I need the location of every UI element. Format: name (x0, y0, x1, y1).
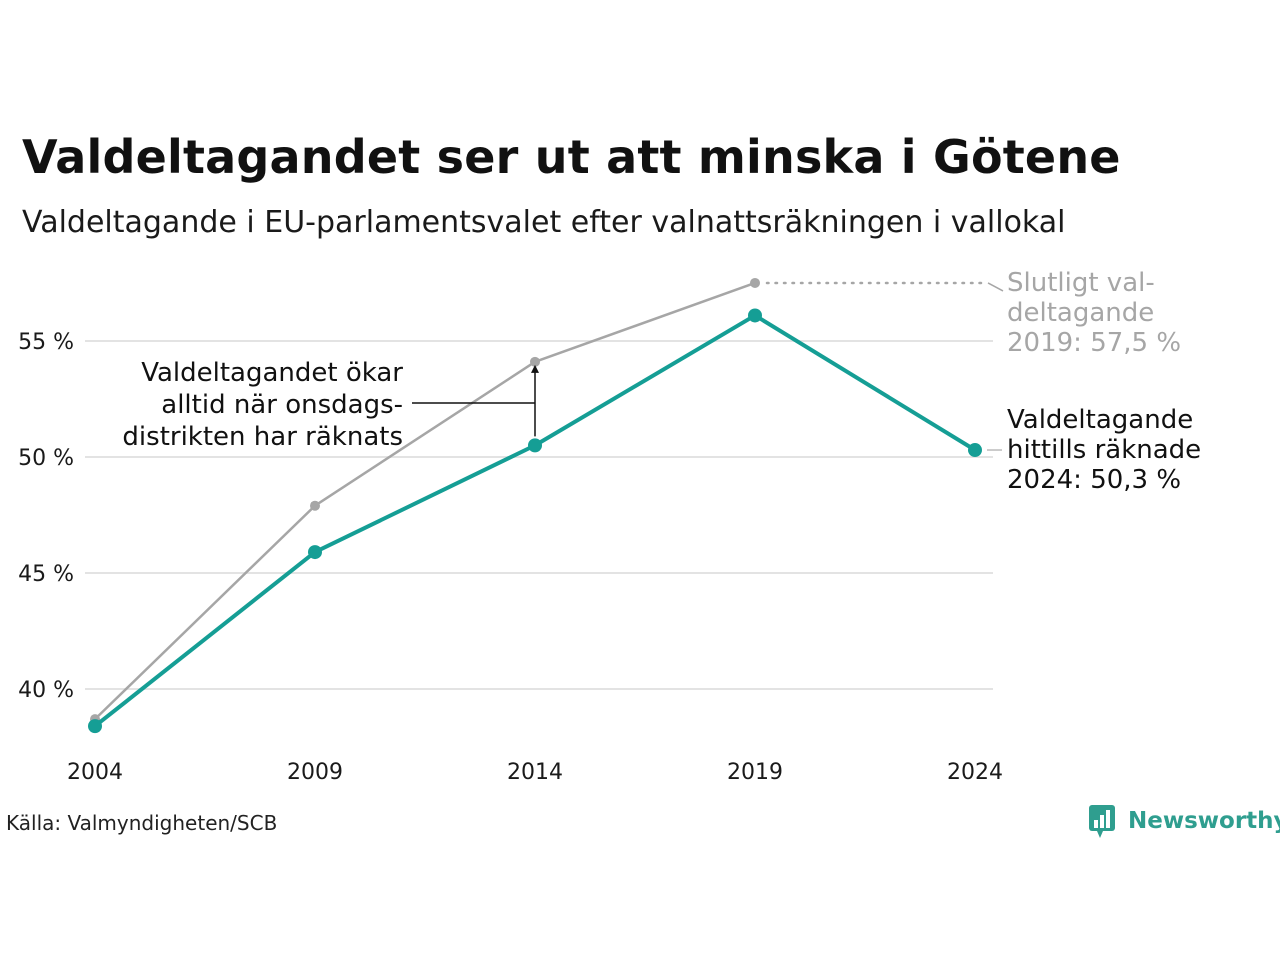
note-label: Valdeltagandet ökar (141, 358, 403, 388)
y-tick-label: 40 % (18, 678, 74, 703)
x-tick-label: 2009 (287, 760, 343, 785)
x-tick-label: 2024 (947, 760, 1003, 785)
source-note: Källa: Valmyndigheten/SCB (6, 811, 278, 835)
final-turnout-label: deltagande (1007, 298, 1154, 328)
note-label: alltid när onsdags- (161, 390, 403, 420)
final-label-connector (987, 282, 1004, 292)
election-night-point (748, 308, 762, 323)
newsworthy-logo: Newsworthy (1088, 803, 1280, 839)
x-tick-label: 2014 (507, 760, 563, 785)
election-night-point (528, 438, 542, 453)
newsworthy-logo-icon (1089, 805, 1115, 838)
election-night-point (968, 443, 982, 458)
final-turnout-point (530, 356, 540, 367)
final-turnout-label: Slutligt val- (1007, 268, 1155, 298)
y-tick-label: 50 % (18, 446, 74, 471)
final-turnout-point (310, 500, 320, 511)
chart-subtitle: Valdeltagande i EU-parlamentsvalet efter… (22, 205, 1066, 240)
election-night-point (88, 719, 102, 734)
chart-title: Valdeltagandet ser ut att minska i Göten… (22, 130, 1121, 184)
election-night-point (308, 545, 322, 560)
current-turnout-label: Valdeltagande (1007, 405, 1193, 435)
current-turnout-label: 2024: 50,3 % (1007, 465, 1181, 495)
note-arrow-head (531, 364, 539, 373)
brand-name: Newsworthy (1128, 808, 1280, 834)
x-tick-label: 2004 (67, 760, 123, 785)
y-tick-label: 45 % (18, 562, 74, 587)
y-tick-label: 55 % (18, 330, 74, 355)
note-label: distrikten har räknats (122, 422, 403, 452)
final-turnout-line (93, 281, 757, 721)
final-turnout-point (750, 277, 760, 288)
x-tick-label: 2019 (727, 760, 783, 785)
final-turnout-label: 2019: 57,5 % (1007, 328, 1181, 358)
current-turnout-label: hittills räknade (1007, 435, 1201, 465)
